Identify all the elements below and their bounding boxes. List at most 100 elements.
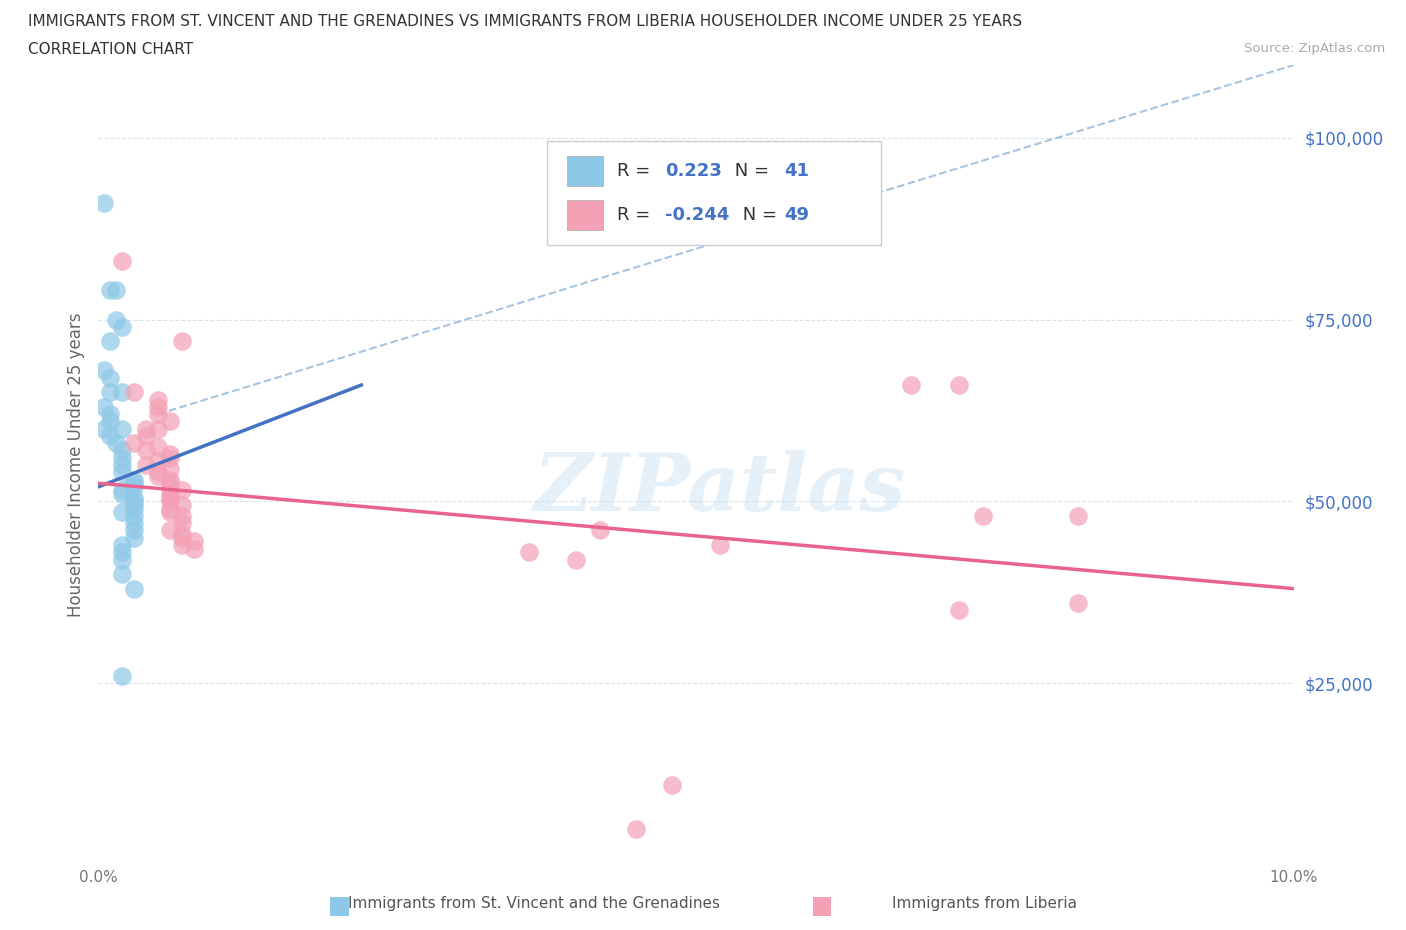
Text: N =: N = <box>737 206 782 224</box>
Point <box>93 421 115 436</box>
Point <box>172 526 194 541</box>
Point <box>124 498 146 512</box>
Point <box>159 461 181 476</box>
Point <box>98 414 122 429</box>
Point <box>111 669 134 684</box>
Point <box>159 450 181 465</box>
Point <box>148 454 170 469</box>
Point <box>1067 509 1090 524</box>
Point <box>159 472 181 487</box>
Point <box>661 777 683 792</box>
Point <box>111 385 134 400</box>
Point <box>124 581 146 596</box>
Point <box>135 429 157 444</box>
Point <box>124 530 146 545</box>
Point <box>972 509 994 524</box>
Text: 49: 49 <box>785 206 810 224</box>
Point <box>111 458 134 472</box>
Text: 41: 41 <box>785 162 810 180</box>
Point <box>172 538 194 552</box>
Point <box>98 370 122 385</box>
Point <box>900 378 922 392</box>
Point <box>124 490 146 505</box>
Point <box>183 541 205 556</box>
Point <box>111 566 134 581</box>
Point <box>124 472 146 487</box>
Point <box>98 385 122 400</box>
Point <box>159 486 181 501</box>
FancyBboxPatch shape <box>567 200 603 231</box>
Point <box>148 469 170 484</box>
Point <box>124 509 146 524</box>
Point <box>159 494 181 509</box>
Point <box>172 516 194 531</box>
Point <box>148 399 170 414</box>
Point <box>111 319 134 334</box>
Point <box>111 483 134 498</box>
Point <box>111 545 134 560</box>
Point <box>105 436 128 451</box>
Point <box>148 439 170 454</box>
Y-axis label: Householder Income Under 25 years: Householder Income Under 25 years <box>66 312 84 618</box>
Point <box>589 523 612 538</box>
Point <box>105 312 128 327</box>
FancyBboxPatch shape <box>547 141 882 245</box>
Point <box>98 334 122 349</box>
Point <box>159 523 181 538</box>
Point <box>172 334 194 349</box>
Point <box>135 458 157 472</box>
Point <box>124 494 146 509</box>
Point <box>148 392 170 407</box>
Point <box>124 436 146 451</box>
Text: N =: N = <box>730 162 775 180</box>
Text: ZIPatlas: ZIPatlas <box>534 450 905 527</box>
Point <box>111 505 134 520</box>
Point <box>124 516 146 531</box>
Point <box>124 385 146 400</box>
Point <box>135 421 157 436</box>
Point <box>183 534 205 549</box>
Point <box>626 821 648 836</box>
Point <box>111 254 134 269</box>
Point <box>159 446 181 461</box>
Point <box>98 406 122 421</box>
Text: Immigrants from St. Vincent and the Grenadines: Immigrants from St. Vincent and the Gren… <box>349 897 720 911</box>
Point <box>93 363 115 378</box>
Point <box>135 443 157 458</box>
Point <box>565 552 588 567</box>
Point <box>93 399 115 414</box>
Point <box>172 483 194 498</box>
Point <box>159 505 181 520</box>
Point <box>1067 596 1090 611</box>
FancyBboxPatch shape <box>567 156 603 186</box>
Text: CORRELATION CHART: CORRELATION CHART <box>28 42 193 57</box>
Text: -0.244: -0.244 <box>665 206 730 224</box>
Point <box>111 486 134 501</box>
Point <box>124 476 146 491</box>
Point <box>148 406 170 421</box>
Point <box>124 501 146 516</box>
Point <box>111 421 134 436</box>
Point <box>98 429 122 444</box>
Point <box>98 283 122 298</box>
Point <box>124 523 146 538</box>
Point <box>159 476 181 491</box>
Text: 0.223: 0.223 <box>665 162 721 180</box>
Text: Source: ZipAtlas.com: Source: ZipAtlas.com <box>1244 42 1385 55</box>
Point <box>948 603 970 618</box>
Point <box>159 414 181 429</box>
Point <box>111 552 134 567</box>
Point <box>172 530 194 545</box>
Point <box>172 509 194 524</box>
Point <box>111 450 134 465</box>
Point <box>111 443 134 458</box>
Point <box>148 465 170 480</box>
Text: R =: R = <box>617 162 657 180</box>
Point <box>948 378 970 392</box>
Point <box>159 501 181 516</box>
Point <box>124 479 146 494</box>
Point <box>148 421 170 436</box>
Point <box>105 283 128 298</box>
Text: R =: R = <box>617 206 657 224</box>
Point <box>709 538 731 552</box>
